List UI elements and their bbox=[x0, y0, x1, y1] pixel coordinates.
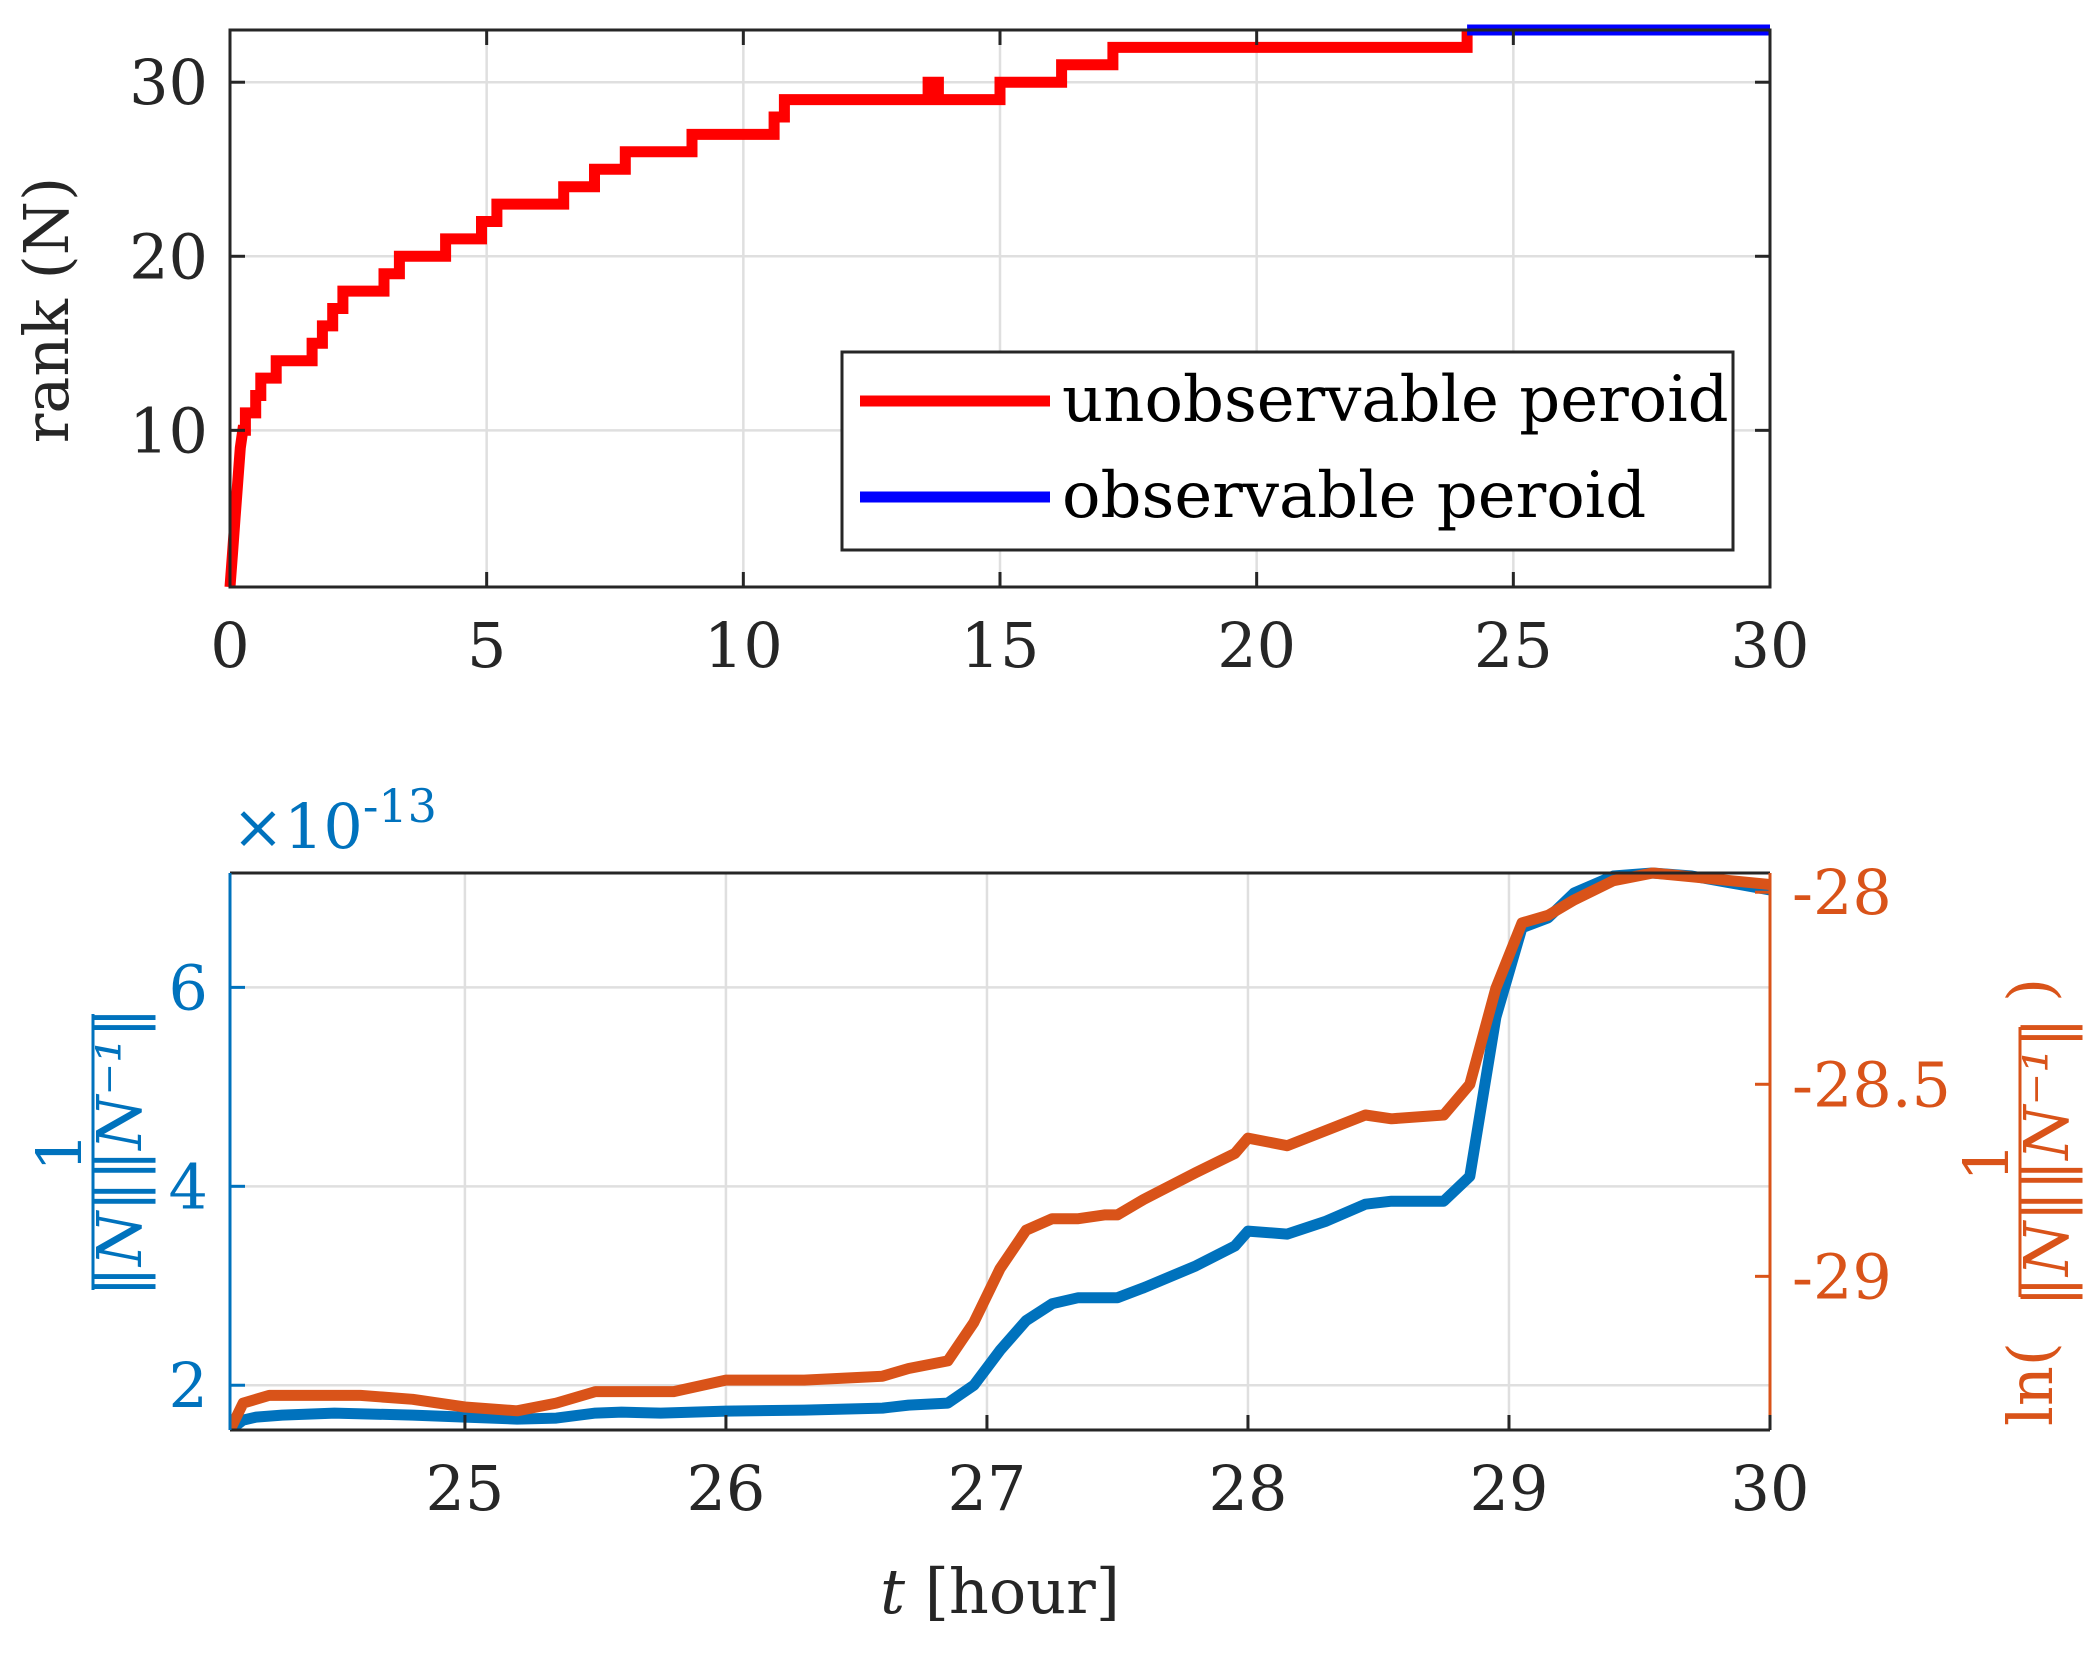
legend-label-unobservable: unobservable peroid bbox=[1062, 363, 1729, 437]
bottom-x-tick-label: 27 bbox=[947, 1452, 1026, 1525]
legend-label-observable: observable peroid bbox=[1062, 459, 1646, 533]
bottom-right-y-axis-label: ln( 1 ‖N‖‖N⁻¹‖ ) bbox=[1950, 978, 2083, 1426]
top-x-tick-label: 25 bbox=[1474, 609, 1553, 682]
bottom-x-tick-label: 29 bbox=[1470, 1452, 1549, 1525]
bottom-right-y-tick-label: -29 bbox=[1792, 1240, 1892, 1313]
top-y-axis-label: rank (N) bbox=[10, 177, 83, 443]
bottom-panel: 25 26 27 28 29 30 2 4 6 -28 -28.5 -29 ×10-13 t [hou… bbox=[23, 779, 2083, 1628]
top-y-tick-label: 10 bbox=[129, 394, 208, 467]
series-unobservable-line bbox=[224, 30, 1473, 588]
bottom-x-tick-label: 26 bbox=[686, 1452, 765, 1525]
top-x-tick-label: 15 bbox=[961, 609, 1040, 682]
bottom-x-tick-label: 30 bbox=[1731, 1452, 1810, 1525]
left-label-denominator: ‖N‖‖N⁻¹‖ bbox=[83, 1007, 156, 1297]
bottom-left-y-tick-label: 4 bbox=[169, 1150, 208, 1223]
bottom-left-y-tick-label: 2 bbox=[169, 1349, 208, 1422]
legend: unobservable peroid observable peroid bbox=[840, 350, 1735, 552]
top-ticks bbox=[228, 30, 1772, 587]
bottom-left-y-axis-label: 1 ‖N‖‖N⁻¹‖ bbox=[23, 1007, 156, 1297]
top-y-tick-label: 20 bbox=[129, 220, 208, 293]
right-label-denominator: ‖N‖‖N⁻¹‖ bbox=[2010, 1017, 2083, 1307]
bottom-right-y-tick-label: -28.5 bbox=[1792, 1048, 1951, 1121]
left-label-numerator: 1 bbox=[23, 1132, 96, 1171]
top-y-tick-label: 30 bbox=[129, 46, 208, 119]
series-log-inverse-condition-line bbox=[230, 867, 1770, 1430]
top-x-tick-label: 30 bbox=[1731, 609, 1810, 682]
top-x-tick-label: 20 bbox=[1217, 609, 1296, 682]
bottom-tick-labels: 25 26 27 28 29 30 2 4 6 -28 -28.5 -29 bbox=[169, 856, 1951, 1525]
bottom-x-tick-label: 25 bbox=[425, 1452, 504, 1525]
top-tick-labels: 0 5 10 15 20 25 30 10 20 30 bbox=[129, 46, 1809, 682]
right-label-suffix: ) bbox=[1994, 978, 2067, 1002]
bottom-lines bbox=[230, 867, 1770, 1430]
top-x-tick-label: 10 bbox=[704, 609, 783, 682]
bottom-left-y-tick-label: 6 bbox=[169, 951, 208, 1024]
bottom-right-y-tick-label: -28 bbox=[1792, 856, 1892, 929]
bottom-ticks bbox=[230, 890, 1772, 1430]
top-panel: 0 5 10 15 20 25 30 10 20 30 rank (N) unobservable… bbox=[10, 24, 1809, 682]
exponent-label: ×10-13 bbox=[232, 779, 437, 863]
right-label-prefix: ln( bbox=[1994, 1342, 2067, 1426]
top-x-tick-label: 5 bbox=[467, 609, 506, 682]
right-label-numerator: 1 bbox=[1950, 1142, 2023, 1181]
series-inverse-condition-line bbox=[230, 867, 1770, 1430]
bottom-x-axis-label: t [hour] bbox=[880, 1555, 1120, 1628]
legend-box bbox=[840, 350, 1735, 552]
bottom-x-tick-label: 28 bbox=[1209, 1452, 1288, 1525]
bottom-grid bbox=[230, 873, 1770, 1430]
top-x-tick-label: 0 bbox=[210, 609, 249, 682]
